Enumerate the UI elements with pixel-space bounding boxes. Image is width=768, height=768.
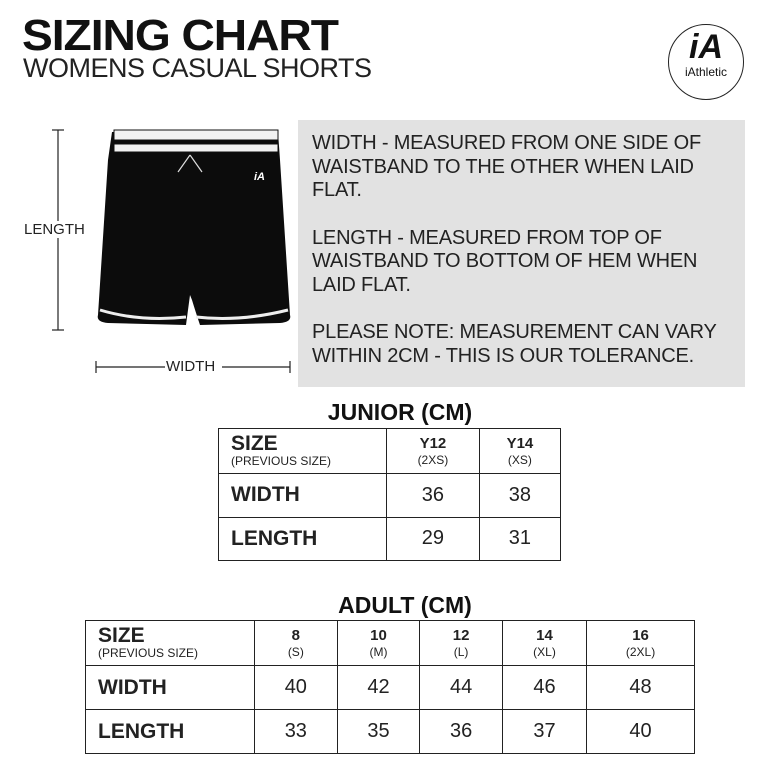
value-cell: 44 — [419, 665, 503, 710]
width-dimension-line — [95, 361, 291, 373]
size-cell: 16 (2XL) — [586, 620, 695, 666]
row-label: WIDTH — [218, 473, 387, 518]
size-cell: Y14 (XS) — [478, 428, 562, 474]
svg-text:iA: iA — [254, 171, 265, 183]
value-cell: 36 — [419, 709, 503, 754]
table-header-row: SIZE (PREVIOUS SIZE) Y12 (2XS) Y14 (XS) — [218, 428, 562, 474]
table-row: WIDTH 36 38 — [218, 473, 562, 518]
value-cell: 33 — [254, 709, 338, 754]
size-header-cell: SIZE (PREVIOUS SIZE) — [218, 428, 387, 474]
junior-size-table: SIZE (PREVIOUS SIZE) Y12 (2XS) Y14 (XS) WID… — [218, 428, 562, 561]
value-cell: 42 — [336, 665, 421, 710]
size-cell: 12 (L) — [419, 620, 503, 666]
tolerance-note: PLEASE NOTE: MEASUREMENT CAN VARY WITHIN… — [312, 321, 717, 367]
brand-logo: iA iAthletic — [668, 24, 744, 100]
size-cell: 8 (S) — [254, 620, 338, 666]
page-title: SIZING CHART — [22, 11, 339, 60]
row-label: WIDTH — [85, 665, 255, 710]
value-cell: 48 — [586, 665, 695, 710]
adult-size-table: SIZE (PREVIOUS SIZE) 8 (S) 10 (M) 12 (L) 14(… — [85, 620, 695, 754]
table-header-row: SIZE (PREVIOUS SIZE) 8 (S) 10 (M) 12 (L) 14(… — [85, 620, 695, 666]
junior-title: JUNIOR (CM) — [327, 399, 473, 425]
width-note: WIDTH - MEASURED FROM ONE SIDE OF WAISTB… — [312, 132, 701, 201]
page-subtitle: WOMENS CASUAL SHORTS — [23, 53, 372, 83]
adult-title: ADULT (CM) — [338, 592, 472, 618]
value-cell: 31 — [478, 516, 562, 561]
logo-mark: iA — [689, 28, 723, 66]
length-note: LENGTH - MEASURED FROM TOP OF WAISTBAND … — [312, 226, 698, 296]
row-label: LENGTH — [218, 516, 387, 561]
table-row: WIDTH 40 42 44 46 48 — [85, 665, 695, 710]
size-cell: 14 (XL) — [501, 620, 588, 666]
value-cell: 46 — [501, 665, 588, 710]
value-cell: 29 — [386, 516, 480, 561]
value-cell: 36 — [386, 473, 480, 518]
size-cell: 10 (M) — [336, 620, 421, 666]
width-label: WIDTH — [166, 358, 216, 375]
value-cell: 37 — [501, 709, 588, 754]
size-header-cell: SIZE (PREVIOUS SIZE) — [85, 620, 255, 666]
row-label: LENGTH — [85, 709, 255, 754]
logo-brand: iAthletic — [684, 65, 728, 79]
value-cell: 35 — [336, 709, 421, 754]
value-cell: 40 — [254, 665, 338, 710]
measurement-info-box: WIDTH - MEASURED FROM ONE SIDE OF WAISTB… — [298, 120, 745, 387]
length-label: LENGTH — [24, 221, 85, 238]
shorts-illustration: iA — [97, 129, 291, 325]
table-row: LENGTH 29 31 — [218, 516, 562, 561]
value-cell: 40 — [586, 709, 695, 754]
shorts-diagram: iA — [52, 129, 291, 373]
table-row: LENGTH 33 35 36 37 40 — [85, 709, 695, 754]
size-cell: Y12 (2XS) — [386, 428, 480, 474]
value-cell: 38 — [478, 473, 562, 518]
